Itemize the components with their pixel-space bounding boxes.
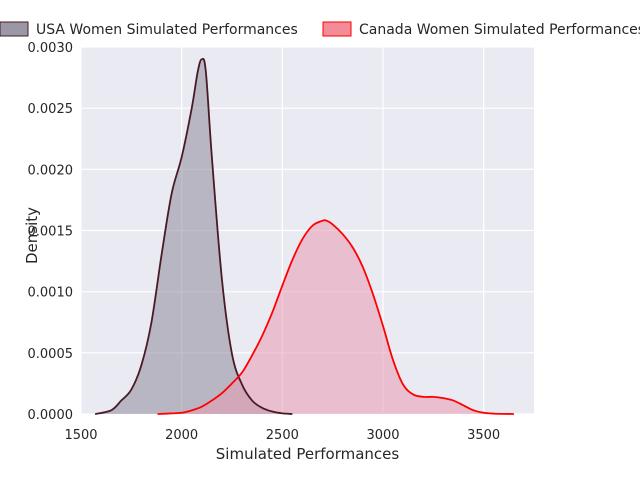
x-axis-label: Simulated Performances (216, 445, 400, 463)
series-1-line (94, 57, 293, 415)
y-tick-label: 0.0030 (28, 41, 74, 56)
x-tick-labels: 1500 2000 2500 3000 3500 (64, 428, 500, 443)
x-tick-label: 2500 (266, 428, 299, 443)
y-tick-label: 0.0010 (28, 286, 74, 301)
legend: USA Women Simulated Performances Canada W… (0, 21, 640, 38)
x-tick-label: 2000 (165, 428, 198, 443)
y-tick-label: 0.0005 (28, 347, 74, 362)
series-2-line (157, 219, 514, 415)
legend-label: Canada Women Simulated Performances (359, 22, 640, 38)
y-tick-label: 0.0015 (28, 225, 74, 240)
y-tick-labels: 0.0000 0.0005 0.0010 0.0015 0.0020 0.0025 0.00… (28, 41, 74, 423)
x-tick-label: 1500 (64, 428, 97, 443)
y-tick-label: 0.0000 (28, 408, 74, 423)
series-1-area (95, 58, 293, 415)
y-tick-label: 0.0025 (28, 102, 74, 117)
legend-label: USA Women Simulated Performances (36, 22, 298, 38)
x-tick-label: 3500 (467, 428, 500, 443)
y-axis-label: Density (23, 207, 41, 264)
series-layer (94, 57, 514, 415)
legend-swatch (322, 21, 352, 37)
x-tick-label: 3000 (366, 428, 399, 443)
legend-swatch (0, 21, 29, 37)
y-tick-label: 0.0020 (28, 163, 74, 178)
